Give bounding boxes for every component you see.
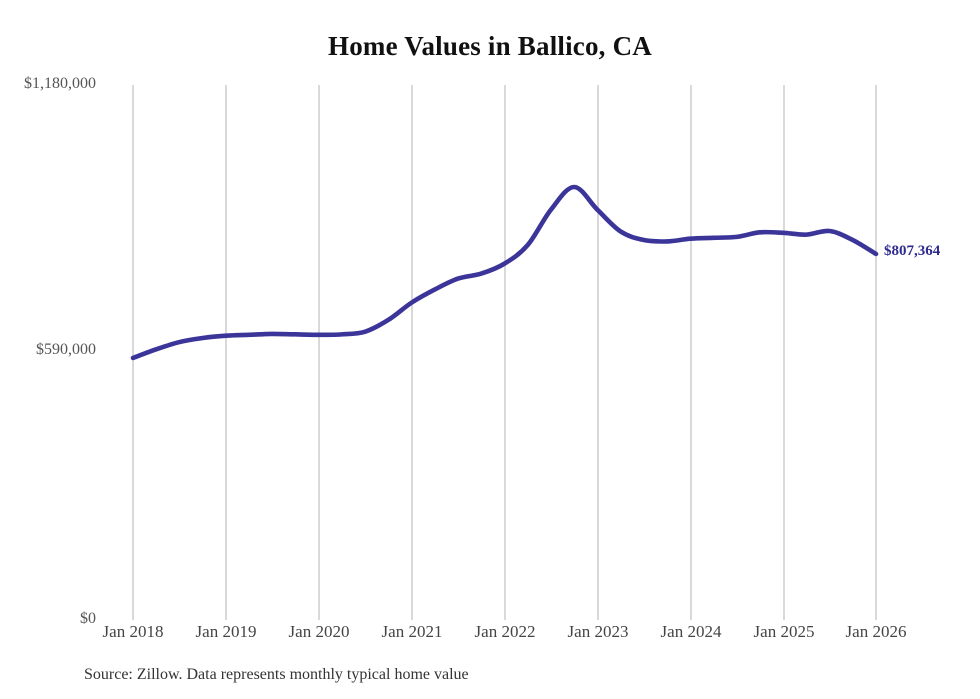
x-axis-tick-label-8: Jan 2026: [845, 622, 907, 641]
y-axis-tick-label-mid: $590,000: [36, 341, 96, 358]
x-axis-tick-label-3: Jan 2021: [381, 622, 443, 641]
x-axis-tick-label-0: Jan 2018: [102, 622, 164, 641]
x-axis-tick-label-2: Jan 2020: [288, 622, 350, 641]
x-axis-tick-label-6: Jan 2024: [660, 622, 722, 641]
x-axis-tick-label-7: Jan 2025: [753, 622, 815, 641]
series-line-typical-home-value: [130, 184, 879, 361]
y-axis-tick-label-min: $0: [80, 610, 96, 627]
chart-title: Home Values in Ballico, CA: [328, 31, 652, 61]
x-axis-tick-label-1: Jan 2019: [195, 622, 257, 641]
gridlines: [132, 85, 877, 620]
y-axis-tick-label-max: $1,180,000: [24, 75, 96, 92]
x-axis-tick-label-4: Jan 2022: [474, 622, 536, 641]
source-note: Source: Zillow. Data represents monthly …: [84, 666, 469, 683]
x-axis-tick-label-5: Jan 2023: [567, 622, 629, 641]
endpoint-value-label: $807,364: [884, 242, 941, 259]
